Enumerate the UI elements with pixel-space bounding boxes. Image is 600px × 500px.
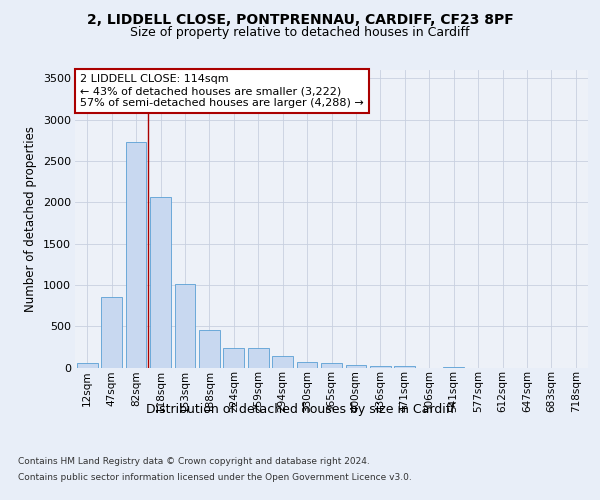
Bar xyxy=(223,348,244,368)
Bar xyxy=(150,198,171,368)
Bar xyxy=(272,356,293,368)
Text: Contains HM Land Registry data © Crown copyright and database right 2024.: Contains HM Land Registry data © Crown c… xyxy=(18,458,370,466)
Bar xyxy=(248,348,269,368)
Bar xyxy=(101,298,122,368)
Bar xyxy=(175,284,196,368)
Text: 2, LIDDELL CLOSE, PONTPRENNAU, CARDIFF, CF23 8PF: 2, LIDDELL CLOSE, PONTPRENNAU, CARDIFF, … xyxy=(86,12,514,26)
Bar xyxy=(77,362,98,368)
Bar xyxy=(370,366,391,368)
Text: Contains public sector information licensed under the Open Government Licence v3: Contains public sector information licen… xyxy=(18,472,412,482)
Bar xyxy=(296,362,317,368)
Text: Size of property relative to detached houses in Cardiff: Size of property relative to detached ho… xyxy=(130,26,470,39)
Bar xyxy=(346,364,367,368)
Y-axis label: Number of detached properties: Number of detached properties xyxy=(24,126,37,312)
Bar xyxy=(321,363,342,368)
Bar xyxy=(125,142,146,368)
Text: 2 LIDDELL CLOSE: 114sqm
← 43% of detached houses are smaller (3,222)
57% of semi: 2 LIDDELL CLOSE: 114sqm ← 43% of detache… xyxy=(80,74,364,108)
Text: Distribution of detached houses by size in Cardiff: Distribution of detached houses by size … xyxy=(146,402,454,415)
Bar xyxy=(394,366,415,368)
Bar xyxy=(199,330,220,368)
